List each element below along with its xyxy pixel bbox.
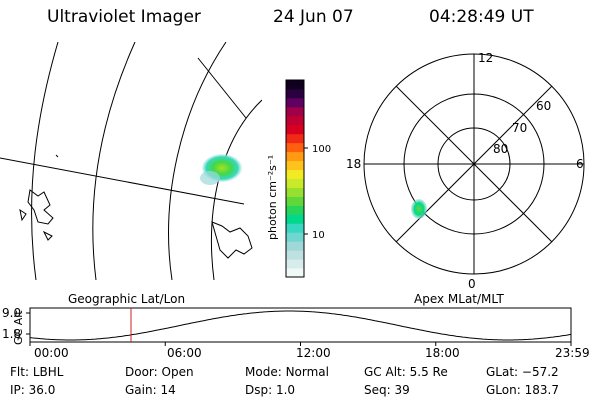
info-mode: Mode: Normal [245,365,329,379]
alt-x-tick-1800: 18:00 [425,346,460,360]
date-label: 24 Jun 07 [273,7,354,27]
colorbar-tick-100: 100 [312,144,331,155]
map-lat-arc [168,42,227,280]
info-ip: IP: 36.0 [10,383,56,397]
polar-mlt-18: 18 [346,157,361,171]
colorbar-tick-10: 10 [312,230,325,241]
polar-plot [363,53,585,275]
colorbar-unit-label: photon cm⁻²s⁻¹ [266,155,279,240]
info-flt: Flt: LBHL [10,365,64,379]
colorbar-segment [286,232,304,242]
colorbar-segment [286,223,304,233]
map-lat-arc [211,99,262,280]
altitude-curve [30,310,571,341]
colorbar-segment [286,160,304,171]
coastline [55,154,59,158]
colorbar-segment [286,115,304,126]
map-meridian [197,57,247,119]
colorbar-segment [286,124,304,135]
colorbar-segment [286,88,304,99]
polar-mlt-0: 0 [468,277,476,291]
polar-mlt-12: 12 [478,51,493,65]
colorbar-segment [286,259,304,269]
colorbar-segment [286,97,304,108]
aurora-emission-polar [411,199,427,219]
coastline [19,208,27,222]
alt-axis-label: GC Alt [12,310,25,345]
alt-x-tick-1200: 12:00 [296,346,331,360]
colorbar-segment [286,151,304,162]
map-lat-arc [92,42,136,280]
info-door: Door: Open [125,365,194,379]
polar-mlt-6: 6 [576,157,584,171]
colorbar-segment [286,80,304,90]
colorbar-segment [286,133,304,144]
color-scale-bar [286,80,304,278]
time-label: 04:28:49 UT [429,7,534,27]
alt-x-tick-2359: 23:59 [555,346,590,360]
colorbar-segment [286,214,304,224]
info-seq: Seq: 39 [364,383,410,397]
alt-plot-frame [29,307,572,343]
colorbar-segment [286,106,304,117]
alt-panel-right-title: Apex MLat/MLT [414,292,504,306]
info-gain: Gain: 14 [125,383,176,397]
app-title: Ultraviolet Imager [47,7,201,27]
colorbar-segment [286,178,304,188]
colorbar-segment [286,241,304,251]
alt-y-tick-1.8: 1.8 [2,327,21,341]
colorbar-segment [286,169,304,179]
polar-lat-80: 80 [493,142,508,156]
polar-lat-70: 70 [512,121,527,135]
coastline [211,221,253,259]
geographic-map [0,42,262,280]
alt-x-tick-0000: 00:00 [34,346,69,360]
info-dsp: Dsp: 1.0 [245,383,296,397]
colorbar-segment [286,250,304,260]
colorbar-segment [286,196,304,206]
info-glat: GLat: −57.2 [486,365,559,379]
coastline [42,230,53,241]
alt-y-tick-9: 9.0 [2,306,21,320]
info-gc-alt: GC Alt: 5.5 Re [364,365,448,379]
colorbar-segment [286,142,304,153]
aurora-emission [200,171,220,185]
colorbar-segment [286,205,304,215]
coastline [27,189,54,225]
polar-lat-60: 60 [536,99,551,113]
colorbar-segment [286,268,304,278]
map-lat-arc [31,42,59,280]
colorbar-segment [286,187,304,197]
alt-x-tick-0600: 06:00 [167,346,202,360]
map-meridian [0,157,245,205]
info-glon: GLon: 183.7 [486,383,559,397]
alt-panel-left-title: Geographic Lat/Lon [68,292,185,306]
